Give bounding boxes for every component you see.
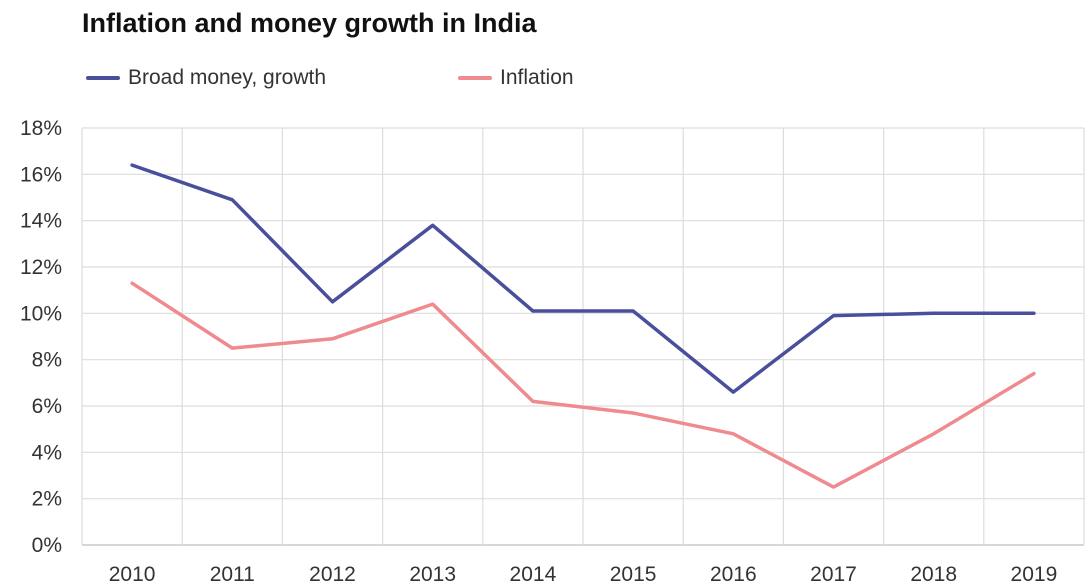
legend: Broad money, growth Inflation [86, 66, 786, 96]
x-tick-label: 2011 [210, 563, 255, 584]
y-tick-label: 4% [32, 441, 62, 464]
y-tick-label: 8% [32, 349, 62, 372]
x-tick-label: 2019 [1011, 563, 1058, 584]
series-line-inflation [130, 281, 1036, 489]
y-tick-label: 14% [20, 210, 62, 233]
x-tick-label: 2015 [610, 563, 657, 584]
x-tick-label: 2010 [109, 563, 156, 584]
x-tick-label: 2012 [309, 563, 356, 584]
chart-title: Inflation and money growth in India [82, 8, 537, 38]
x-tick-label: 2014 [510, 563, 557, 584]
y-tick-label: 0% [32, 534, 62, 557]
y-tick-label: 12% [20, 256, 62, 279]
x-tick-label: 2016 [710, 563, 757, 584]
legend-swatch-inflation [458, 76, 492, 80]
x-tick-label: 2017 [810, 563, 857, 584]
x-tick-label: 2013 [409, 563, 456, 584]
legend-label-inflation: Inflation [500, 66, 574, 89]
legend-swatch-broad-money [86, 76, 120, 80]
legend-label-broad-money: Broad money, growth [128, 66, 327, 89]
y-tick-label: 2% [32, 488, 62, 511]
y-tick-label: 18% [20, 117, 62, 140]
series-line-broad-money [130, 163, 1036, 394]
y-tick-label: 10% [20, 302, 62, 325]
legend-item-inflation: Inflation [458, 66, 574, 90]
y-tick-label: 6% [32, 395, 62, 418]
x-tick-label: 2018 [910, 563, 957, 584]
y-tick-label: 16% [20, 163, 62, 186]
legend-item-broad-money: Broad money, growth [86, 66, 326, 90]
